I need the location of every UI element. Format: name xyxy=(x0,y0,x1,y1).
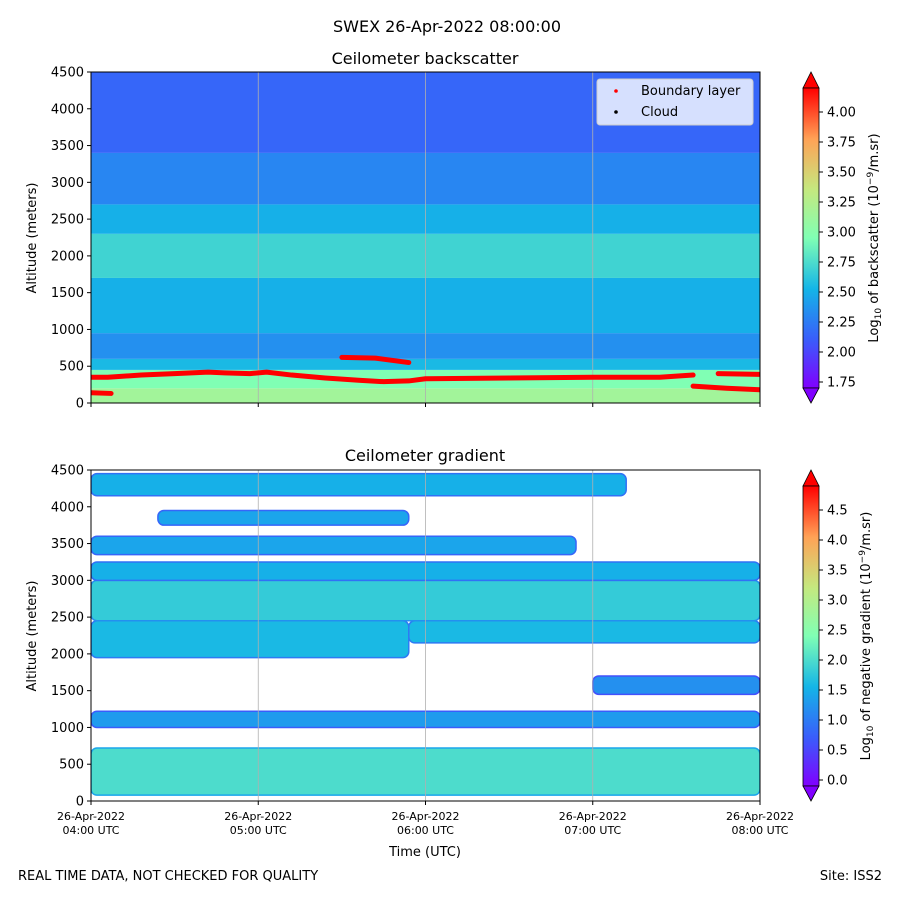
backscatter-gridlines xyxy=(257,72,594,403)
boundary-layer-line xyxy=(91,369,696,385)
boundary-layer-line xyxy=(91,390,114,396)
colorbar-tick-label: 1.0 xyxy=(827,714,848,729)
colorbar-bottom-extension xyxy=(802,387,820,404)
gradient-band xyxy=(91,535,577,556)
gradient-colorbar: 0.0 0.5 1.0 1.5 2.0 2.5 3.0 3.5 4.0 4.5 Log10 of … xyxy=(802,469,876,802)
x-tick-label: 26-Apr-2022 xyxy=(224,810,292,823)
gradient-band xyxy=(592,675,760,696)
colorbar-bottom-extension xyxy=(802,785,820,802)
backscatter-x-ticks xyxy=(90,403,761,407)
boundary-layer-line xyxy=(690,383,760,393)
y-tick-label: 0 xyxy=(76,795,84,810)
gradient-ylabel: Altitude (meters) xyxy=(25,581,40,692)
colorbar-tick-label: 3.00 xyxy=(827,226,856,241)
colorbar-tick-label: 0.0 xyxy=(827,774,848,789)
colorbar-tick-label: 1.5 xyxy=(827,684,848,699)
colorbar-tick-label: 2.00 xyxy=(827,346,856,361)
gradient-band xyxy=(91,472,627,497)
backscatter-y-ticks: 0 500 1000 1500 2000 2500 3000 3500 4000 4500 xyxy=(51,66,91,412)
x-tick-label: 26-Apr-2022 xyxy=(391,810,459,823)
colorbar-tick-label: 2.5 xyxy=(827,624,848,639)
y-tick-label: 2500 xyxy=(51,213,84,228)
y-tick-label: 1000 xyxy=(51,721,84,736)
colorbar-top-extension xyxy=(802,71,820,89)
backscatter-panel: Ceilometer backscatter 0 500 1000 1500 2000 2… xyxy=(25,49,884,412)
gradient-panel: Ceilometer gradient 0 500 1000 1500 2000 2500… xyxy=(25,446,876,860)
colorbar-tick-label: 3.0 xyxy=(827,594,848,609)
y-tick-label: 3500 xyxy=(51,537,84,552)
colorbar-tick-label: 2.75 xyxy=(827,256,856,271)
boundary-layer-line xyxy=(715,371,760,377)
footer-site: Site: ISS2 xyxy=(819,869,882,884)
y-tick-label: 4000 xyxy=(51,102,84,117)
y-tick-label: 500 xyxy=(59,360,84,375)
colorbar-tick-label: 3.5 xyxy=(827,564,848,579)
x-tick-label: 04:00 UTC xyxy=(62,824,119,837)
footer-quality-note: REAL TIME DATA, NOT CHECKED FOR QUALITY xyxy=(18,869,319,884)
y-tick-label: 2500 xyxy=(51,611,84,626)
x-tick-label: 05:00 UTC xyxy=(230,824,287,837)
y-tick-label: 500 xyxy=(59,758,84,773)
legend-cloud-label: Cloud xyxy=(641,105,678,120)
backscatter-ylabel: Altitude (meters) xyxy=(25,183,40,294)
colorbar-tick-label: 4.5 xyxy=(827,504,848,519)
colorbar-tick-label: 4.00 xyxy=(827,106,856,121)
colorbar-tick-label: 3.75 xyxy=(827,136,856,151)
gradient-gridlines xyxy=(257,470,594,801)
colorbar-top-extension xyxy=(802,469,820,487)
legend-boundary-layer-label: Boundary layer xyxy=(641,84,741,99)
colorbar-ticks: 1.75 2.00 2.25 2.50 2.75 3.00 3.25 3.50 3.75 4.00 xyxy=(819,106,856,391)
colorbar-tick-label: 0.5 xyxy=(827,744,848,759)
x-tick-label: 26-Apr-2022 xyxy=(559,810,627,823)
boundary-layer-series xyxy=(91,354,760,396)
y-tick-label: 4500 xyxy=(51,464,84,479)
legend-boundary-layer-marker xyxy=(614,89,618,93)
backscatter-colorbar: 1.75 2.00 2.25 2.50 2.75 3.00 3.25 3.50 3.75 4.00… xyxy=(802,71,884,404)
colorbar-tick-label: 2.0 xyxy=(827,654,848,669)
colorbar-body xyxy=(802,485,820,787)
y-tick-label: 1000 xyxy=(51,323,84,338)
y-tick-label: 4000 xyxy=(51,500,84,515)
gradient-band xyxy=(408,620,760,644)
figure-title: SWEX 26-Apr-2022 08:00:00 xyxy=(333,17,561,36)
colorbar-tick-label: 4.0 xyxy=(827,534,848,549)
colorbar-tick-label: 2.25 xyxy=(827,316,856,331)
colorbar-tick-label: 3.50 xyxy=(827,166,856,181)
gradient-y-ticks: 0 500 1000 1500 2000 2500 3000 3500 4000 4500 xyxy=(51,464,91,810)
colorbar-body xyxy=(802,87,820,389)
colorbar-tick-label: 1.75 xyxy=(827,376,856,391)
backscatter-legend: Boundary layer Cloud xyxy=(596,78,754,126)
boundary-layer-line xyxy=(339,354,412,366)
colorbar-label: Log10 of negative gradient (10−9/m.sr) xyxy=(858,512,876,761)
y-tick-label: 4500 xyxy=(51,66,84,81)
x-tick-label: 07:00 UTC xyxy=(564,824,621,837)
legend-box xyxy=(596,78,754,126)
gradient-band xyxy=(157,509,410,526)
gradient-title: Ceilometer gradient xyxy=(345,446,505,465)
y-tick-label: 3500 xyxy=(51,139,84,154)
legend-cloud-marker xyxy=(614,110,618,114)
colorbar-label: Log10 of backscatter (10−9/m.sr) xyxy=(866,133,884,342)
y-tick-label: 0 xyxy=(76,397,84,412)
x-tick-label: 08:00 UTC xyxy=(731,824,788,837)
x-tick-label: 26-Apr-2022 xyxy=(726,810,794,823)
y-tick-label: 3000 xyxy=(51,176,84,191)
colorbar-tick-label: 2.50 xyxy=(827,286,856,301)
backscatter-title: Ceilometer backscatter xyxy=(332,49,519,68)
x-tick-label: 26-Apr-2022 xyxy=(57,810,125,823)
y-tick-label: 3000 xyxy=(51,574,84,589)
y-tick-label: 2000 xyxy=(51,249,84,264)
y-tick-label: 2000 xyxy=(51,647,84,662)
y-tick-label: 1500 xyxy=(51,684,84,699)
colorbar-ticks: 0.0 0.5 1.0 1.5 2.0 2.5 3.0 3.5 4.0 4.5 xyxy=(819,504,848,789)
y-tick-label: 1500 xyxy=(51,286,84,301)
colorbar-tick-label: 3.25 xyxy=(827,196,856,211)
gradient-band xyxy=(91,620,410,659)
x-tick-label: 06:00 UTC xyxy=(397,824,454,837)
gradient-xlabel: Time (UTC) xyxy=(388,845,461,860)
